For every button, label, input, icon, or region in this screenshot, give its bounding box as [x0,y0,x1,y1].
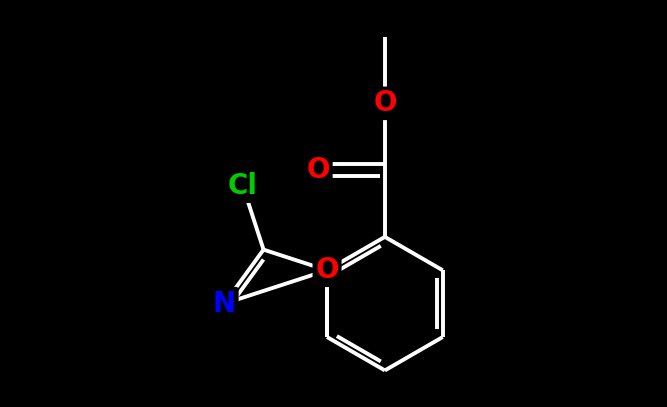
Text: O: O [306,156,330,184]
Text: O: O [315,256,339,284]
Text: Cl: Cl [228,172,258,200]
Text: O: O [373,90,397,117]
Text: N: N [213,290,236,317]
